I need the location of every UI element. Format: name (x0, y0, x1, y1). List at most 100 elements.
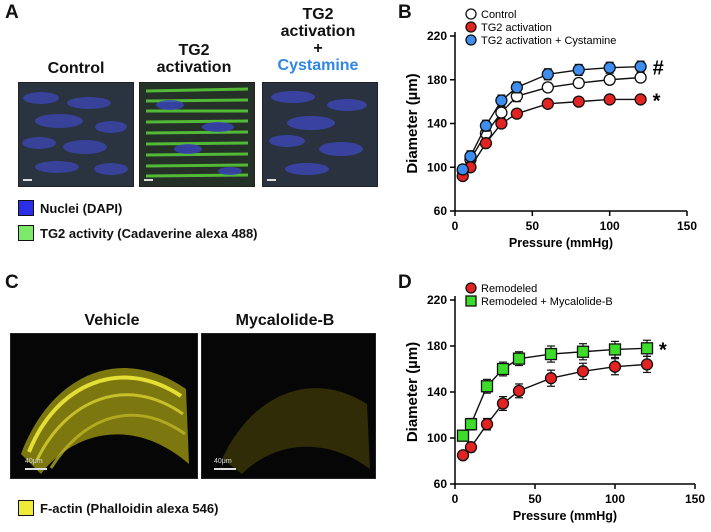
data-point (464, 418, 478, 431)
chart-d: 60 100 140 180 220 0 50 100 150 Pressure (mmHg) Di… (404, 282, 705, 523)
legend-factin: F-actin (Phalloidin alexa 546) (18, 500, 218, 516)
data-point (544, 347, 558, 361)
data-point (544, 372, 558, 385)
data-point (495, 117, 508, 130)
legend-marker (465, 282, 477, 294)
data-point (479, 119, 493, 132)
x-tick-label: 100 (605, 492, 625, 506)
data-point (495, 106, 508, 119)
swatch-nuclei (18, 200, 34, 216)
micrograph-vehicle: 40μm (10, 333, 198, 479)
data-point (603, 73, 616, 86)
legend-nuclei: Nuclei (DAPI) (18, 200, 122, 216)
panel-a-letter: A (5, 2, 19, 23)
data-point (480, 418, 494, 431)
x-tick-label: 0 (452, 492, 459, 506)
label-line: + (313, 40, 323, 57)
data-point (572, 63, 585, 77)
panel-c-letter: C (5, 272, 19, 293)
label-line: TG2 (178, 42, 210, 59)
micrograph-tg2-cystamine (262, 82, 378, 187)
micro-label-control: Control (20, 60, 132, 77)
micro-label-vehicle: Vehicle (84, 312, 140, 329)
label-highlight: Cystamine (277, 57, 359, 74)
micro-label-mycalolide: Mycalolide-B (235, 312, 335, 329)
panel-b-letter: B (398, 2, 412, 23)
x-tick-label: 100 (600, 219, 620, 233)
significance-marker: * (653, 90, 661, 112)
panel-d-letter: D (398, 272, 412, 293)
y-tick-label: 140 (427, 385, 447, 399)
legend-marker (465, 8, 477, 20)
legend-label: Remodeled (481, 283, 537, 295)
x-tick-label: 0 (452, 219, 459, 233)
legend-label: Control (481, 9, 516, 21)
chart-b: 60 100 140 180 220 0 50 100 150 Pressure (mmHg) Di… (404, 8, 697, 250)
data-point (603, 61, 616, 74)
data-point (572, 95, 585, 108)
data-point (495, 94, 508, 107)
micrograph-mycalolide: 40μm (201, 333, 376, 479)
data-point (496, 397, 510, 410)
x-tick-label: 150 (677, 219, 697, 233)
data-point (603, 93, 616, 106)
label-line: Control (47, 60, 105, 77)
label-line: TG2 (302, 6, 334, 23)
x-tick-label: 50 (526, 219, 540, 233)
data-point (634, 93, 647, 106)
y-tick-label: 180 (427, 73, 447, 87)
y-tick-label: 60 (434, 477, 448, 491)
data-point (512, 384, 526, 397)
data-point (640, 342, 654, 355)
micro-label-tg2: TG2 activation (136, 42, 252, 76)
scale-label: 40μm (25, 458, 43, 465)
legend-marker (465, 21, 477, 33)
y-tick-label: 140 (427, 117, 447, 131)
data-point (456, 429, 470, 442)
legend-label: F-actin (Phalloidin alexa 546) (40, 500, 219, 516)
data-point (541, 68, 554, 81)
factin-vessel (21, 368, 189, 474)
y-tick-label: 100 (427, 431, 447, 445)
legend-label: Remodeled + Mycalolide-B (481, 296, 613, 308)
legend-label: TG2 activation (481, 22, 552, 34)
legend-label: TG2 activity (Cadaverine alexa 488) (40, 225, 258, 241)
legend-label: TG2 activation + Cystamine (481, 35, 616, 47)
data-point (496, 362, 510, 376)
significance-marker: * (659, 339, 667, 361)
y-tick-label: 180 (427, 339, 447, 353)
legend-tg2-activity: TG2 activity (Cadaverine alexa 488) (18, 225, 258, 241)
micrograph-tg2-activation (139, 82, 255, 187)
y-tick-label: 60 (434, 204, 448, 218)
micrograph-control (18, 82, 134, 187)
y-tick-label: 220 (427, 29, 447, 43)
y-axis-label: Diameter (µm) (404, 342, 421, 442)
data-point (608, 343, 622, 356)
data-point (510, 81, 524, 94)
significance-marker: # (653, 58, 664, 80)
tg2-pattern (145, 87, 249, 178)
data-point (541, 97, 554, 110)
y-tick-label: 100 (427, 160, 447, 174)
data-point (634, 71, 647, 84)
data-point (512, 352, 526, 365)
micro-label-tg2-cystamine: TG2 activation + Cystamine (258, 6, 378, 74)
legend-marker (465, 295, 477, 307)
legend-marker (465, 34, 477, 46)
scale-label: 40μm (214, 458, 232, 465)
y-axis-label: Diameter (µm) (404, 73, 421, 173)
swatch-tg2 (18, 225, 34, 241)
label-line: activation (280, 23, 356, 40)
data-point (456, 163, 469, 176)
series-line (462, 98, 641, 177)
x-axis-label: Pressure (mmHg) (509, 236, 613, 250)
data-point (541, 81, 554, 94)
data-point (464, 150, 477, 163)
nuclei-pattern (22, 92, 128, 175)
y-tick-label: 220 (427, 293, 447, 307)
data-point (608, 360, 622, 373)
nuclei-pattern (269, 91, 367, 175)
label-line: activation (156, 59, 232, 76)
swatch-factin (18, 500, 34, 516)
data-point (572, 76, 585, 90)
